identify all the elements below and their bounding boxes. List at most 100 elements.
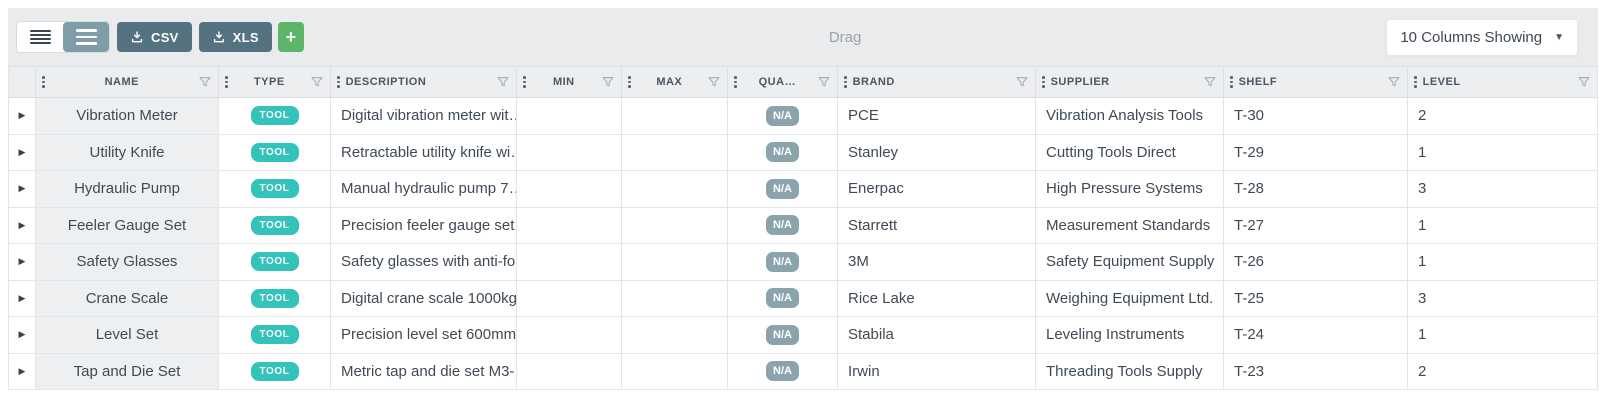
- supplier-cell: Leveling Instruments: [1036, 317, 1224, 353]
- table-row[interactable]: ▶ Safety Glasses TOOL Safety glasses wit…: [9, 244, 1597, 281]
- description-cell: Precision feeler gauge set …: [331, 207, 517, 243]
- max-cell: [622, 134, 728, 170]
- type-cell: TOOL: [219, 171, 331, 207]
- filter-icon[interactable]: [198, 75, 212, 89]
- drag-handle-icon[interactable]: [1229, 74, 1234, 90]
- table-row[interactable]: ▶ Level Set TOOL Precision level set 600…: [9, 317, 1597, 354]
- drag-handle-icon[interactable]: [336, 74, 341, 90]
- hamburger-3-lines-icon: [75, 28, 97, 46]
- drag-handle-icon[interactable]: [1413, 74, 1418, 90]
- row-expander-icon[interactable]: ▶: [18, 329, 26, 340]
- add-button[interactable]: +: [277, 22, 304, 52]
- type-cell: TOOL: [219, 280, 331, 316]
- table-header-row: NAME TYPE DESCRIPTION MIN MAX: [9, 66, 1597, 98]
- column-header-shelf[interactable]: SHELF: [1224, 67, 1408, 97]
- column-header-type[interactable]: TYPE: [219, 67, 331, 97]
- type-badge: TOOL: [250, 361, 299, 381]
- shelf-cell: T-27: [1224, 207, 1408, 243]
- row-expander-icon[interactable]: ▶: [18, 183, 26, 194]
- type-badge: TOOL: [250, 288, 299, 308]
- supplier-cell: High Pressure Systems: [1036, 171, 1224, 207]
- table-row[interactable]: ▶ Tap and Die Set TOOL Metric tap and di…: [9, 353, 1597, 390]
- shelf-cell: T-23: [1224, 353, 1408, 389]
- filter-icon[interactable]: [496, 75, 510, 89]
- row-expander-icon[interactable]: ▶: [18, 110, 26, 121]
- quantity-cell: N/A: [728, 98, 838, 134]
- table-row[interactable]: ▶ Utility Knife TOOL Retractable utility…: [9, 134, 1597, 171]
- column-header-name[interactable]: NAME: [36, 67, 219, 97]
- table-row[interactable]: ▶ Vibration Meter TOOL Digital vibration…: [9, 98, 1597, 135]
- type-cell: TOOL: [219, 244, 331, 280]
- level-cell: 2: [1418, 362, 1427, 380]
- description-cell: Retractable utility knife wi…: [331, 134, 517, 170]
- download-icon: [212, 30, 226, 44]
- filter-icon[interactable]: [1203, 75, 1217, 89]
- drag-handle-icon[interactable]: [627, 74, 632, 90]
- brand-cell: Stanley: [838, 134, 1036, 170]
- quantity-cell: N/A: [728, 317, 838, 353]
- column-header-min[interactable]: MIN: [517, 67, 622, 97]
- quantity-cell: N/A: [728, 244, 838, 280]
- filter-icon[interactable]: [310, 75, 324, 89]
- level-cell: 1: [1418, 326, 1427, 344]
- column-header-description[interactable]: DESCRIPTION: [331, 67, 517, 97]
- column-header-supplier[interactable]: SUPPLIER: [1036, 67, 1224, 97]
- max-cell: [622, 280, 728, 316]
- quantity-badge: N/A: [766, 142, 799, 163]
- drag-handle-icon[interactable]: [41, 74, 46, 90]
- table-row[interactable]: ▶ Feeler Gauge Set TOOL Precision feeler…: [9, 207, 1597, 244]
- max-cell: [622, 317, 728, 353]
- filter-icon[interactable]: [1015, 75, 1029, 89]
- drag-handle-icon[interactable]: [843, 74, 848, 90]
- columns-showing-dropdown[interactable]: 10 Columns Showing ▼: [1386, 18, 1578, 56]
- row-expander-icon[interactable]: ▶: [18, 365, 26, 376]
- supplier-cell: Measurement Standards: [1036, 207, 1224, 243]
- table-row[interactable]: ▶ Crane Scale TOOL Digital crane scale 1…: [9, 280, 1597, 317]
- type-cell: TOOL: [219, 207, 331, 243]
- expander-cell: ▶: [9, 134, 36, 170]
- name-cell: Safety Glasses: [36, 244, 219, 280]
- description-cell: Metric tap and die set M3-…: [331, 353, 517, 389]
- column-header-level[interactable]: LEVEL: [1408, 67, 1597, 97]
- expander-cell: ▶: [9, 244, 36, 280]
- max-cell: [622, 98, 728, 134]
- row-expander-icon[interactable]: ▶: [18, 256, 26, 267]
- filter-icon[interactable]: [707, 75, 721, 89]
- row-expander-icon[interactable]: ▶: [18, 146, 26, 157]
- export-csv-label: CSV: [151, 29, 179, 45]
- name-cell: Feeler Gauge Set: [36, 207, 219, 243]
- supplier-cell: Weighing Equipment Ltd.: [1036, 280, 1224, 316]
- row-expander-icon[interactable]: ▶: [18, 219, 26, 230]
- level-cell: 1: [1418, 143, 1427, 161]
- column-header-quantity[interactable]: QUA…: [728, 67, 838, 97]
- table-row[interactable]: ▶ Hydraulic Pump TOOL Manual hydraulic p…: [9, 171, 1597, 208]
- quantity-badge: N/A: [766, 215, 799, 236]
- export-csv-button[interactable]: CSV: [117, 22, 192, 52]
- brand-cell: Stabila: [838, 317, 1036, 353]
- filter-icon[interactable]: [1387, 75, 1401, 89]
- expander-cell: ▶: [9, 317, 36, 353]
- name-cell: Hydraulic Pump: [36, 171, 219, 207]
- shelf-cell: T-26: [1224, 244, 1408, 280]
- row-density-comfortable-button[interactable]: [63, 22, 109, 52]
- drag-handle-icon[interactable]: [1041, 74, 1046, 90]
- drag-handle-icon[interactable]: [224, 74, 229, 90]
- column-header-max[interactable]: MAX: [622, 67, 728, 97]
- filter-icon[interactable]: [1577, 75, 1591, 89]
- level-cell: 3: [1418, 180, 1427, 198]
- column-header-brand[interactable]: BRAND: [838, 67, 1036, 97]
- drag-handle-icon[interactable]: [522, 74, 527, 90]
- drag-handle-icon[interactable]: [733, 74, 738, 90]
- row-expander-icon[interactable]: ▶: [18, 292, 26, 303]
- filter-icon[interactable]: [817, 75, 831, 89]
- type-badge: TOOL: [250, 179, 299, 199]
- name-cell: Tap and Die Set: [36, 353, 219, 389]
- description-cell: Manual hydraulic pump 7…: [331, 171, 517, 207]
- level-cell: 3: [1418, 289, 1427, 307]
- level-cell: 2: [1418, 107, 1427, 125]
- row-density-compact-button[interactable]: [17, 22, 63, 52]
- min-cell: [517, 244, 622, 280]
- export-xls-button[interactable]: XLS: [198, 22, 272, 52]
- filter-icon[interactable]: [601, 75, 615, 89]
- type-badge: TOOL: [250, 106, 299, 126]
